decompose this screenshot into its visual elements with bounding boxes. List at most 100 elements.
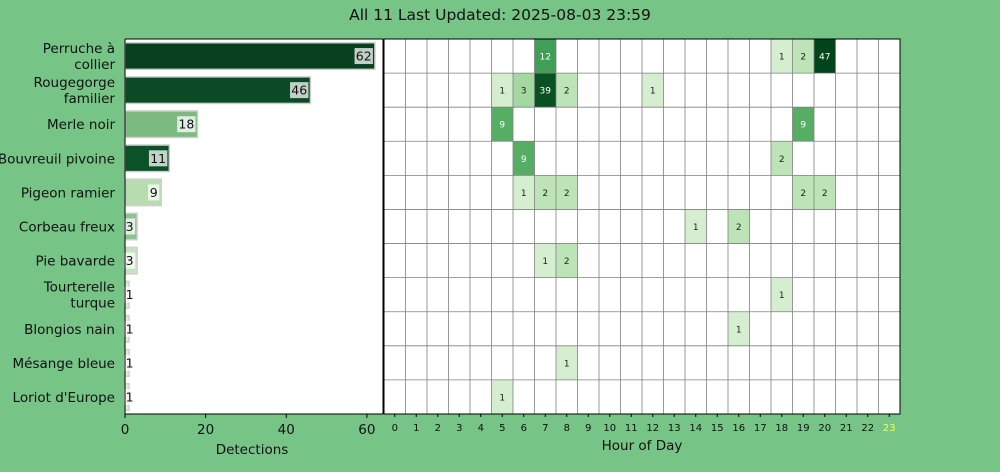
hour-tick-label: 19	[797, 423, 810, 434]
heatmap-cell-label: 1	[542, 257, 548, 267]
hour-tick-label: 11	[625, 423, 638, 434]
bar-value-label: 3	[126, 253, 134, 268]
heatmap-cell	[534, 243, 556, 278]
heatmap-cell-label: 1	[650, 87, 656, 97]
heatmap-cell	[792, 39, 814, 74]
category-label: Tourterelle turque	[43, 280, 115, 312]
heatmap-cell-label: 1	[736, 325, 742, 335]
category-label: Blongios nain	[24, 322, 115, 338]
heatmap-cell	[491, 73, 513, 108]
heatmap-x-axis-label: Hour of Day	[602, 438, 683, 454]
bar-value-label: 1	[126, 287, 134, 302]
hour-tick-label: 16	[732, 423, 745, 434]
heatmap-cell-label: 1	[779, 291, 785, 301]
heatmap-cell	[728, 209, 750, 244]
category-label: Pie bavarde	[36, 254, 115, 270]
hour-tick-label: 8	[564, 423, 570, 434]
heatmap-cell	[556, 345, 578, 380]
heatmap-cell-label: 1	[779, 53, 785, 63]
bar	[124, 42, 376, 71]
hour-tick-label: 6	[521, 423, 527, 434]
heatmap-cell-label: 2	[564, 257, 570, 267]
heatmap-cell	[491, 107, 513, 142]
heatmap-cell-label: 2	[800, 53, 806, 63]
category-label: Corbeau freux	[19, 220, 115, 236]
hour-tick-label: 5	[499, 423, 505, 434]
heatmap-cell	[513, 175, 535, 210]
hour-tick-label: 1	[413, 423, 419, 434]
heatmap-cell	[491, 379, 513, 414]
heatmap-cell-label: 1	[521, 189, 527, 199]
x-tick-label: 60	[358, 422, 375, 438]
heatmap-cell-label: 3	[521, 87, 527, 97]
heatmap-cell	[814, 39, 836, 74]
bar	[124, 76, 312, 105]
heatmap-cell-label: 2	[822, 189, 828, 199]
category-label: Pigeon ramier	[21, 185, 116, 201]
heatmap-cell	[556, 73, 578, 108]
bar-value-label-bg	[124, 252, 136, 269]
heatmap-cell-label: 9	[800, 121, 806, 131]
heatmap-cell-label: 2	[779, 155, 785, 165]
heatmap-cell-label: 39	[540, 87, 552, 97]
hour-tick-label: 12	[646, 423, 659, 434]
heatmap-cell-label: 12	[540, 53, 551, 63]
bar-value-label-bg	[124, 286, 136, 303]
heatmap-cell-label: 9	[521, 155, 527, 165]
heatmap-cell	[556, 243, 578, 278]
category-label: Rougegorge familier	[34, 75, 116, 107]
heatmap-cell	[513, 73, 535, 108]
heatmap-cell-label: 2	[564, 189, 570, 199]
bar-value-label-bg	[177, 116, 196, 133]
heatmap-cell	[556, 175, 578, 210]
heatmap-cell	[814, 175, 836, 210]
bar-value-label: 9	[150, 185, 158, 200]
category-label: Bouvreuil pivoine	[0, 151, 115, 167]
bar-value-label: 1	[126, 321, 134, 336]
hour-tick-label: 3	[456, 423, 462, 434]
heatmap-cell	[534, 39, 556, 74]
bar-value-label-bg	[124, 218, 136, 235]
heatmap-cell	[534, 73, 556, 108]
heatmap-cell-label: 2	[542, 189, 548, 199]
x-tick-label: 0	[121, 422, 130, 438]
heatmap-cell-label: 1	[693, 223, 699, 233]
heatmap-frame	[383, 38, 901, 415]
bar-value-label: 46	[291, 83, 307, 98]
hour-tick-label: 7	[542, 423, 548, 434]
x-tick-label: 40	[278, 422, 295, 438]
x-tick-label: 20	[197, 422, 214, 438]
heatmap-cell-label: 47	[819, 53, 830, 63]
bar-value-label-bg	[290, 82, 309, 99]
heatmap-cell-label: 2	[564, 87, 570, 97]
chart-title: All 11 Last Updated: 2025-08-03 23:59	[349, 6, 651, 24]
heatmap-cell-label: 1	[564, 359, 570, 369]
heatmap-cell-label: 2	[736, 223, 742, 233]
heatmap-cell-label: 9	[499, 121, 505, 131]
bar-value-label: 18	[178, 117, 194, 132]
heatmap-cell	[792, 107, 814, 142]
bar-value-label: 1	[126, 355, 134, 370]
category-label: Merle noir	[47, 117, 115, 133]
bar-value-label-bg	[148, 150, 168, 167]
bar-value-label-bg	[124, 354, 136, 371]
bar-value-label-bg	[124, 320, 136, 337]
heatmap-cell	[534, 175, 556, 210]
hour-tick-label: 0	[392, 423, 398, 434]
bar-value-label: 11	[150, 151, 166, 166]
heatmap-cell-label: 1	[499, 87, 505, 97]
hour-tick-label: 23	[883, 423, 896, 434]
category-label: Mésange bleue	[13, 356, 115, 372]
hour-tick-label: 9	[585, 423, 591, 434]
bar-value-label: 3	[126, 219, 134, 234]
category-label: Perruche à collier	[43, 41, 116, 73]
hour-tick-label: 10	[603, 423, 616, 434]
heatmap-cell	[728, 311, 750, 346]
hour-tick-label: 14	[689, 423, 702, 434]
hour-tick-label: 17	[754, 423, 767, 434]
heatmap-cell	[685, 209, 707, 244]
heatmap-cell	[771, 141, 793, 176]
bar-value-label: 62	[356, 49, 372, 64]
heatmap-cell	[771, 277, 793, 312]
